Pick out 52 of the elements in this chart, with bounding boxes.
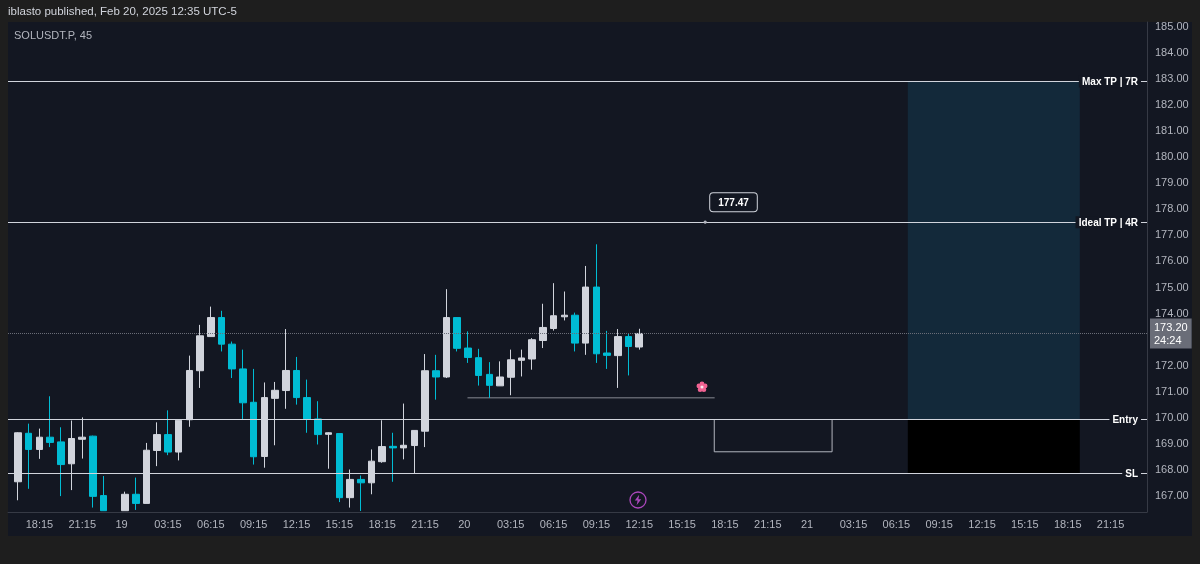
- y-tick-label: 183.00: [1155, 72, 1189, 85]
- x-tick-label: 21:15: [411, 517, 439, 530]
- x-tick-label: 21:15: [754, 517, 782, 530]
- text: SOLUSDT.P, 45: [14, 29, 93, 41]
- y-tick-label: 184.00: [1155, 45, 1189, 58]
- x-tick-label: 09:15: [239, 517, 268, 530]
- x-tick-label: 12:15: [968, 517, 996, 530]
- ref-line-label: SL: [1125, 467, 1138, 479]
- y-tick-label: 176.00: [1155, 254, 1189, 267]
- y-tick-label: 167.00: [1155, 489, 1189, 502]
- x-tick-label: 21:15: [68, 517, 97, 530]
- x-tick-label: 21:15: [1096, 517, 1125, 530]
- x-tick-label: 06:15: [197, 517, 225, 530]
- ref-line-label: Entry: [1112, 413, 1139, 425]
- y-tick-label: 175.00: [1155, 280, 1189, 293]
- y-tick-label: 171.00: [1155, 384, 1189, 397]
- x-tick-label: 18:15: [1053, 517, 1082, 530]
- x-tick-label: 12:15: [625, 517, 654, 530]
- chart-title: iblasto published, Feb 20, 2025 12:35 UTC-5: [8, 5, 237, 17]
- x-tick-label: 18:15: [368, 517, 396, 530]
- x-tick-label: 03:15: [154, 517, 182, 530]
- y-tick-label: 170.00: [1155, 410, 1189, 423]
- y-tick-label: 168.00: [1155, 462, 1189, 475]
- y-tick-label: 172.00: [1155, 358, 1189, 371]
- y-tick-label: 181.00: [1155, 124, 1189, 137]
- x-tick-label: 03:15: [839, 517, 868, 530]
- x-tick-label: 06:15: [882, 517, 911, 530]
- x-tick-label: 12:15: [282, 517, 311, 530]
- annotation: 177.47: [718, 196, 750, 208]
- x-tick-label: 18:15: [711, 517, 739, 530]
- ref-line-label: Ideal TP | 4R: [1078, 216, 1139, 228]
- y-tick-label: 177.00: [1155, 228, 1189, 241]
- x-tick-label: 19: [115, 517, 128, 530]
- y-tick-label: 169.00: [1155, 436, 1189, 449]
- y-tick-label: 174.00: [1155, 306, 1189, 319]
- x-tick-label: 18:15: [25, 517, 54, 530]
- x-tick-label: 09:15: [925, 517, 953, 530]
- x-tick-label: 03:15: [496, 517, 525, 530]
- x-tick-label: 21: [800, 517, 814, 530]
- y-tick-label: 180.00: [1155, 150, 1189, 163]
- y-tick-label: 178.00: [1155, 202, 1189, 215]
- x-tick-label: 20: [458, 517, 471, 530]
- y-tick-label: 185.00: [1155, 19, 1189, 32]
- x-tick-label: 06:15: [539, 517, 568, 530]
- x-tick-label: 15:15: [1011, 517, 1039, 530]
- x-tick-label: 09:15: [582, 517, 611, 530]
- ref-line-label: Max TP | 7R: [1082, 75, 1139, 87]
- y-tick-label: 182.00: [1155, 98, 1189, 111]
- ref-line-label: 173.20 24:24: [1154, 320, 1188, 346]
- x-tick-label: 15:15: [325, 517, 354, 530]
- x-tick-label: 15:15: [668, 517, 696, 530]
- y-tick-label: 179.00: [1155, 176, 1189, 189]
